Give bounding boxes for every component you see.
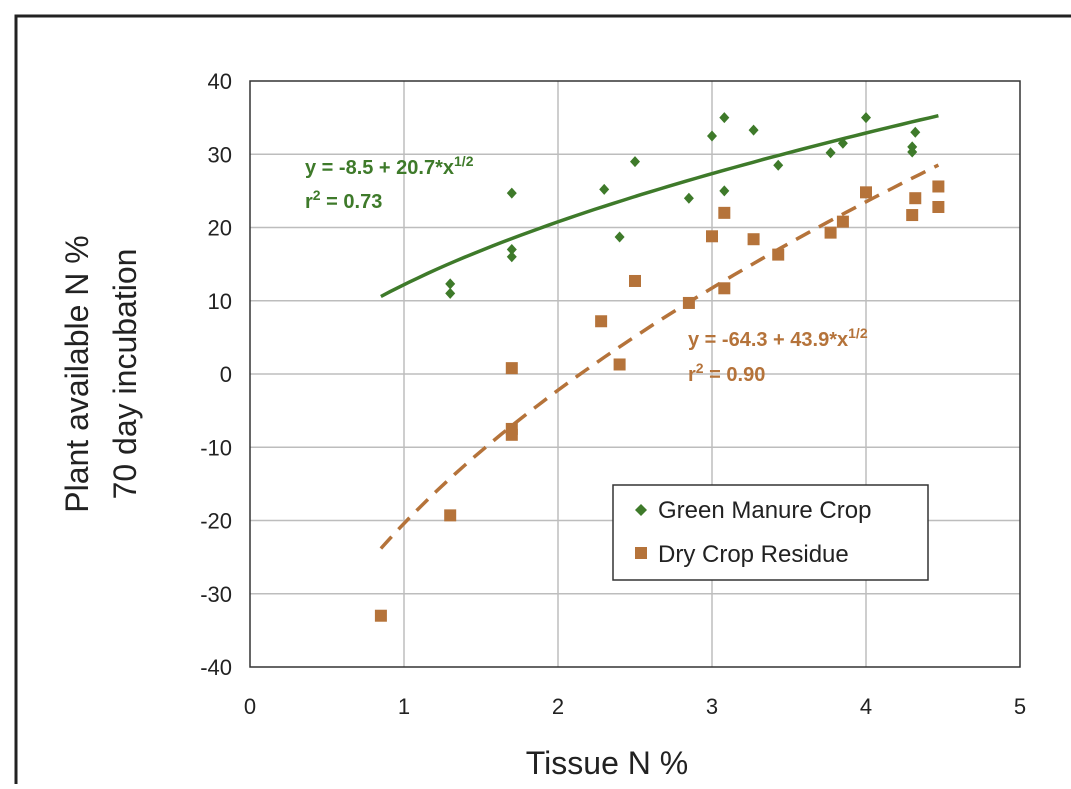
y-tick-label: -10 (200, 435, 232, 460)
data-point-dry-residue (932, 200, 945, 213)
data-point-dry-residue (906, 209, 919, 222)
data-point-green-manure (748, 124, 759, 136)
data-point-green-manure (773, 159, 784, 171)
data-point-dry-residue (613, 358, 626, 371)
data-point-dry-residue (505, 428, 518, 441)
y-axis-label-group: Plant available N % 70 day incubation (59, 235, 143, 512)
y-tick-label: 40 (208, 69, 232, 94)
data-point-green-manure (599, 183, 610, 195)
brown-fit-r2-exp: 2 (696, 360, 704, 376)
data-point-dry-residue (505, 362, 518, 375)
x-tick-label: 0 (244, 694, 256, 719)
y-axis-tick-labels: -40 -30 -20 -10 0 10 20 30 40 (200, 69, 232, 680)
legend-brown-marker (635, 547, 647, 559)
data-point-dry-residue (747, 233, 760, 246)
data-point-green-manure (445, 287, 456, 299)
data-point-dry-residue (629, 274, 641, 287)
data-point-dry-residue (718, 282, 731, 295)
data-point-dry-residue (860, 186, 872, 199)
y-tick-label: 10 (208, 289, 232, 314)
data-point-green-manure (506, 243, 517, 255)
trend-line-green-manure (380, 113, 939, 299)
y-tick-label: -30 (200, 582, 232, 607)
x-axis-tick-labels: 0 1 2 3 4 5 (244, 694, 1026, 719)
y-axis-label-line2: 70 day incubation (107, 249, 143, 500)
data-point-green-manure (506, 187, 517, 199)
data-points (374, 112, 945, 622)
data-point-dry-residue (706, 230, 718, 243)
brown-fit-equation-exponent: 1/2 (848, 325, 868, 341)
legend-green-label: Green Manure Crop (658, 497, 871, 524)
green-fit-r2: r2 = 0.73 (305, 187, 382, 213)
figure-frame (14, 14, 1071, 789)
data-point-green-manure (861, 112, 871, 124)
legend-brown-label: Dry Crop Residue (658, 541, 849, 568)
green-fit-equation-exponent: 1/2 (454, 153, 474, 169)
data-point-green-manure (445, 278, 456, 290)
data-point-dry-residue (374, 609, 387, 622)
legend-green-marker (635, 504, 647, 516)
trend-line-dry-residue (379, 163, 940, 550)
green-fit-equation-base: y = -8.5 + 20.7*x (305, 157, 454, 179)
green-fit-r2-value: = 0.73 (321, 191, 383, 213)
data-point-green-manure (837, 137, 848, 149)
green-fit-r2-exp: 2 (313, 187, 321, 203)
brown-fit-r2: r2 = 0.90 (688, 360, 765, 386)
data-point-dry-residue (836, 215, 849, 228)
data-point-dry-residue (682, 296, 695, 309)
data-point-dry-residue (595, 315, 608, 328)
x-axis-label: Tissue N % (526, 745, 688, 781)
data-point-green-manure (683, 192, 694, 204)
legend-box (612, 484, 929, 581)
y-axis-label-line1: Plant available N % (59, 235, 95, 512)
trend-lines (379, 113, 940, 550)
data-point-dry-residue (932, 180, 945, 193)
brown-fit-r2-value: = 0.90 (704, 364, 766, 386)
x-tick-label: 1 (398, 694, 410, 719)
green-fit-equation: y = -8.5 + 20.7*x1/2 (305, 153, 474, 179)
x-tick-label: 4 (860, 694, 872, 719)
y-tick-label: 20 (208, 216, 232, 241)
legend: Green Manure Crop Dry Crop Residue (612, 484, 929, 581)
data-point-green-manure (825, 147, 836, 159)
brown-fit-r2-label: r (688, 364, 696, 386)
data-point-dry-residue (909, 192, 922, 205)
y-tick-label: 30 (208, 142, 232, 167)
brown-fit-equation-base: y = -64.3 + 43.9*x (688, 329, 848, 351)
data-point-green-manure (719, 112, 730, 124)
green-fit-r2-label: r (305, 191, 313, 213)
y-tick-label: 0 (220, 362, 232, 387)
x-tick-label: 2 (552, 694, 564, 719)
data-point-dry-residue (444, 509, 457, 522)
plot-area-border (249, 80, 1021, 668)
data-point-green-manure (907, 146, 918, 158)
x-tick-label: 5 (1014, 694, 1026, 719)
data-point-green-manure (707, 130, 717, 142)
data-point-dry-residue (824, 226, 837, 239)
data-point-green-manure (910, 126, 921, 138)
y-tick-label: -40 (200, 655, 232, 680)
data-point-dry-residue (718, 206, 731, 219)
x-tick-label: 3 (706, 694, 718, 719)
y-tick-label: -20 (200, 509, 232, 534)
data-point-green-manure (630, 156, 640, 168)
brown-fit-equation: y = -64.3 + 43.9*x1/2 (688, 325, 868, 351)
data-point-green-manure (719, 185, 730, 197)
data-point-green-manure (614, 231, 625, 243)
data-point-green-manure (506, 251, 517, 263)
data-point-dry-residue (772, 248, 785, 261)
